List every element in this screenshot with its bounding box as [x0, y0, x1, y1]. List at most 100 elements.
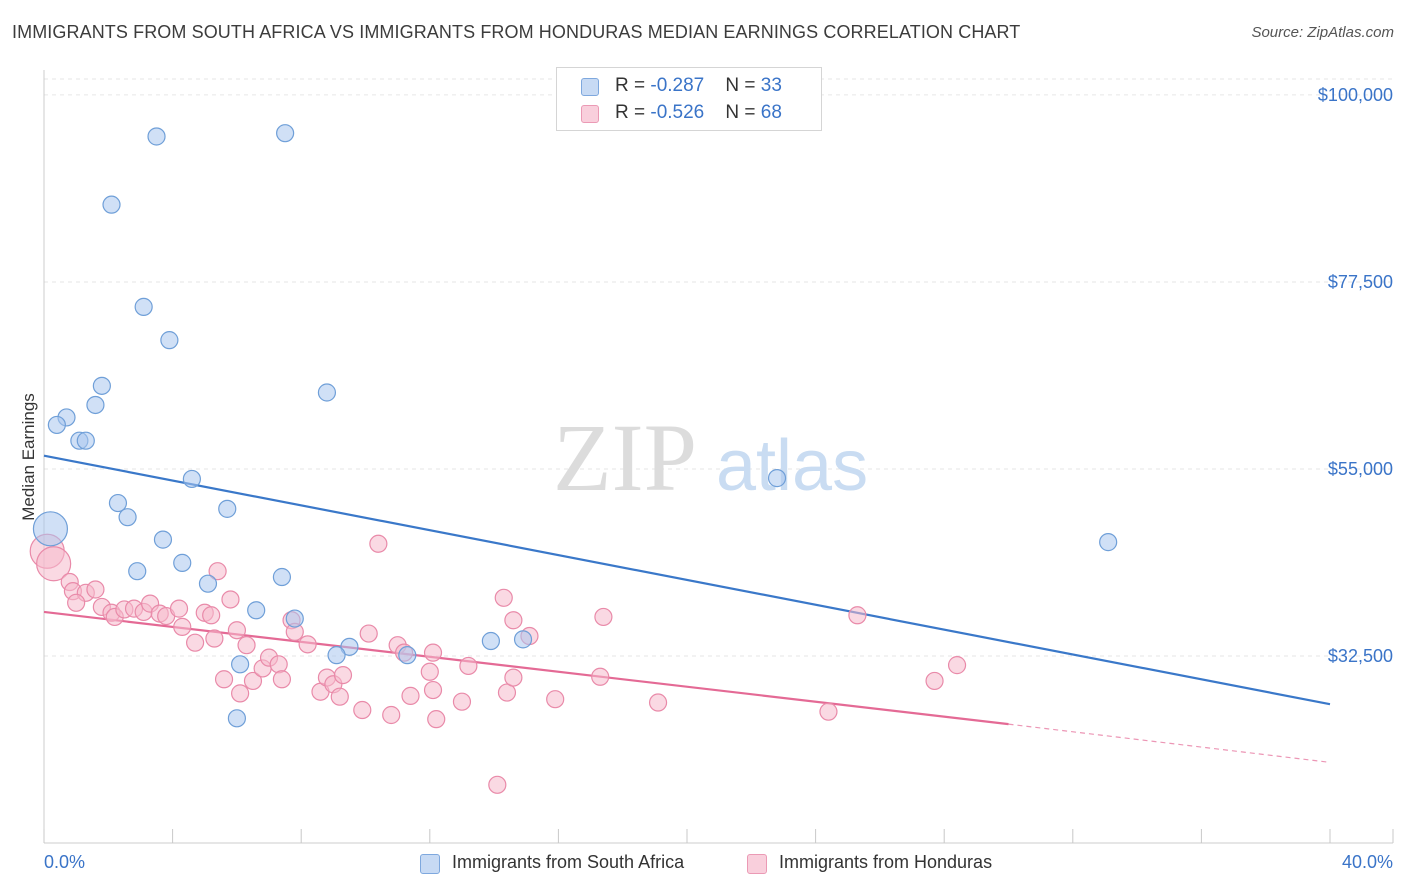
r-value: -0.526 — [650, 102, 705, 123]
point-honduras — [423, 643, 443, 662]
point-south-africa — [285, 609, 304, 628]
point-honduras — [237, 636, 256, 655]
legend-swatch-pink — [747, 854, 767, 874]
y-tick-label: $55,000 — [1328, 459, 1393, 479]
trendlines — [43, 454, 1331, 763]
point-south-africa — [340, 637, 359, 656]
point-honduras — [848, 606, 867, 625]
point-south-africa — [32, 511, 69, 547]
point-honduras — [423, 680, 443, 700]
n-label: N = — [725, 102, 761, 123]
point-south-africa — [147, 127, 166, 146]
chart-title: IMMIGRANTS FROM SOUTH AFRICA VS IMMIGRAN… — [12, 22, 1021, 42]
watermark-zip: ZIP — [553, 404, 697, 511]
point-south-africa — [173, 553, 192, 572]
point-honduras — [494, 588, 513, 607]
point-south-africa — [767, 469, 787, 488]
point-south-africa — [86, 395, 105, 415]
tick-labels: $32,500 $55,000 $77,500 $100,000 0.0% 40.0% — [44, 85, 1393, 872]
point-honduras — [382, 705, 401, 725]
point-honduras — [221, 590, 240, 609]
point-south-africa — [317, 383, 337, 402]
point-honduras — [504, 611, 523, 630]
point-south-africa — [513, 630, 533, 649]
y-tick-label: $32,500 — [1328, 646, 1393, 666]
point-honduras — [353, 700, 372, 720]
point-south-africa — [128, 562, 147, 581]
trendline-south-africa — [43, 454, 1331, 706]
point-south-africa — [153, 530, 173, 549]
point-honduras — [947, 656, 967, 675]
y-tick-label: $100,000 — [1318, 85, 1393, 105]
point-south-africa — [198, 574, 218, 593]
point-honduras — [298, 635, 317, 654]
point-honduras — [359, 624, 378, 643]
point-honduras — [452, 692, 472, 711]
point-honduras — [401, 686, 420, 705]
point-honduras — [427, 710, 446, 729]
point-honduras — [272, 670, 292, 689]
point-south-africa — [218, 499, 237, 518]
point-honduras — [169, 599, 189, 618]
trendline-extension-honduras — [1008, 723, 1331, 763]
point-south-africa — [1099, 533, 1118, 552]
point-honduras — [202, 606, 221, 625]
point-honduras — [231, 684, 250, 703]
point-honduras — [497, 683, 517, 702]
legend-swatch-blue — [420, 854, 440, 874]
point-honduras — [330, 687, 349, 706]
point-honduras — [269, 655, 288, 674]
point-south-africa — [134, 297, 153, 316]
point-honduras — [925, 671, 944, 691]
r-label: R = — [615, 75, 651, 96]
point-honduras — [369, 534, 388, 553]
point-honduras — [243, 671, 263, 691]
y-tick-label: $77,500 — [1328, 272, 1393, 292]
n-value: 33 — [760, 75, 782, 96]
point-honduras — [186, 633, 205, 652]
n-label: N = — [725, 75, 761, 96]
point-honduras — [504, 668, 523, 687]
source-label: Source: ZipAtlas.com — [1251, 24, 1394, 41]
point-honduras — [214, 670, 234, 689]
gridlines — [44, 78, 1393, 657]
legend-label: Immigrants from Honduras — [779, 852, 993, 872]
point-honduras — [591, 667, 610, 686]
point-south-africa — [227, 709, 246, 728]
point-south-africa — [231, 655, 250, 674]
point-honduras — [36, 546, 72, 582]
point-south-africa — [247, 601, 266, 620]
point-honduras — [173, 617, 192, 636]
x-tick-label: 0.0% — [44, 852, 85, 872]
point-honduras — [488, 775, 507, 794]
legend-swatch-pink — [581, 105, 599, 123]
point-south-africa — [108, 493, 128, 513]
y-axis-label: Median Earnings — [19, 393, 38, 521]
point-honduras — [594, 607, 613, 627]
correlation-legend: R = -0.287 N = 33 R = -0.526 N = 68 — [556, 67, 822, 131]
point-south-africa — [118, 508, 137, 527]
point-south-africa — [276, 124, 295, 143]
point-honduras — [648, 693, 668, 712]
point-honduras — [459, 656, 478, 676]
point-south-africa — [481, 631, 500, 651]
data-points — [29, 124, 1118, 794]
point-south-africa — [272, 567, 292, 587]
point-honduras — [205, 629, 224, 648]
point-south-africa — [76, 431, 95, 450]
point-south-africa — [182, 469, 201, 489]
watermark-atlas: atlas — [716, 426, 868, 506]
r-label: R = — [615, 102, 651, 123]
point-honduras — [819, 702, 838, 721]
n-value: 68 — [760, 102, 782, 123]
point-honduras — [208, 562, 227, 581]
point-south-africa — [47, 415, 66, 435]
legend-swatch-blue — [581, 78, 599, 96]
point-honduras — [546, 690, 565, 709]
point-south-africa — [160, 331, 179, 350]
trendline-honduras — [43, 610, 1009, 726]
point-south-africa — [102, 195, 121, 214]
point-honduras — [67, 593, 86, 612]
x-tick-label: 40.0% — [1342, 852, 1393, 872]
